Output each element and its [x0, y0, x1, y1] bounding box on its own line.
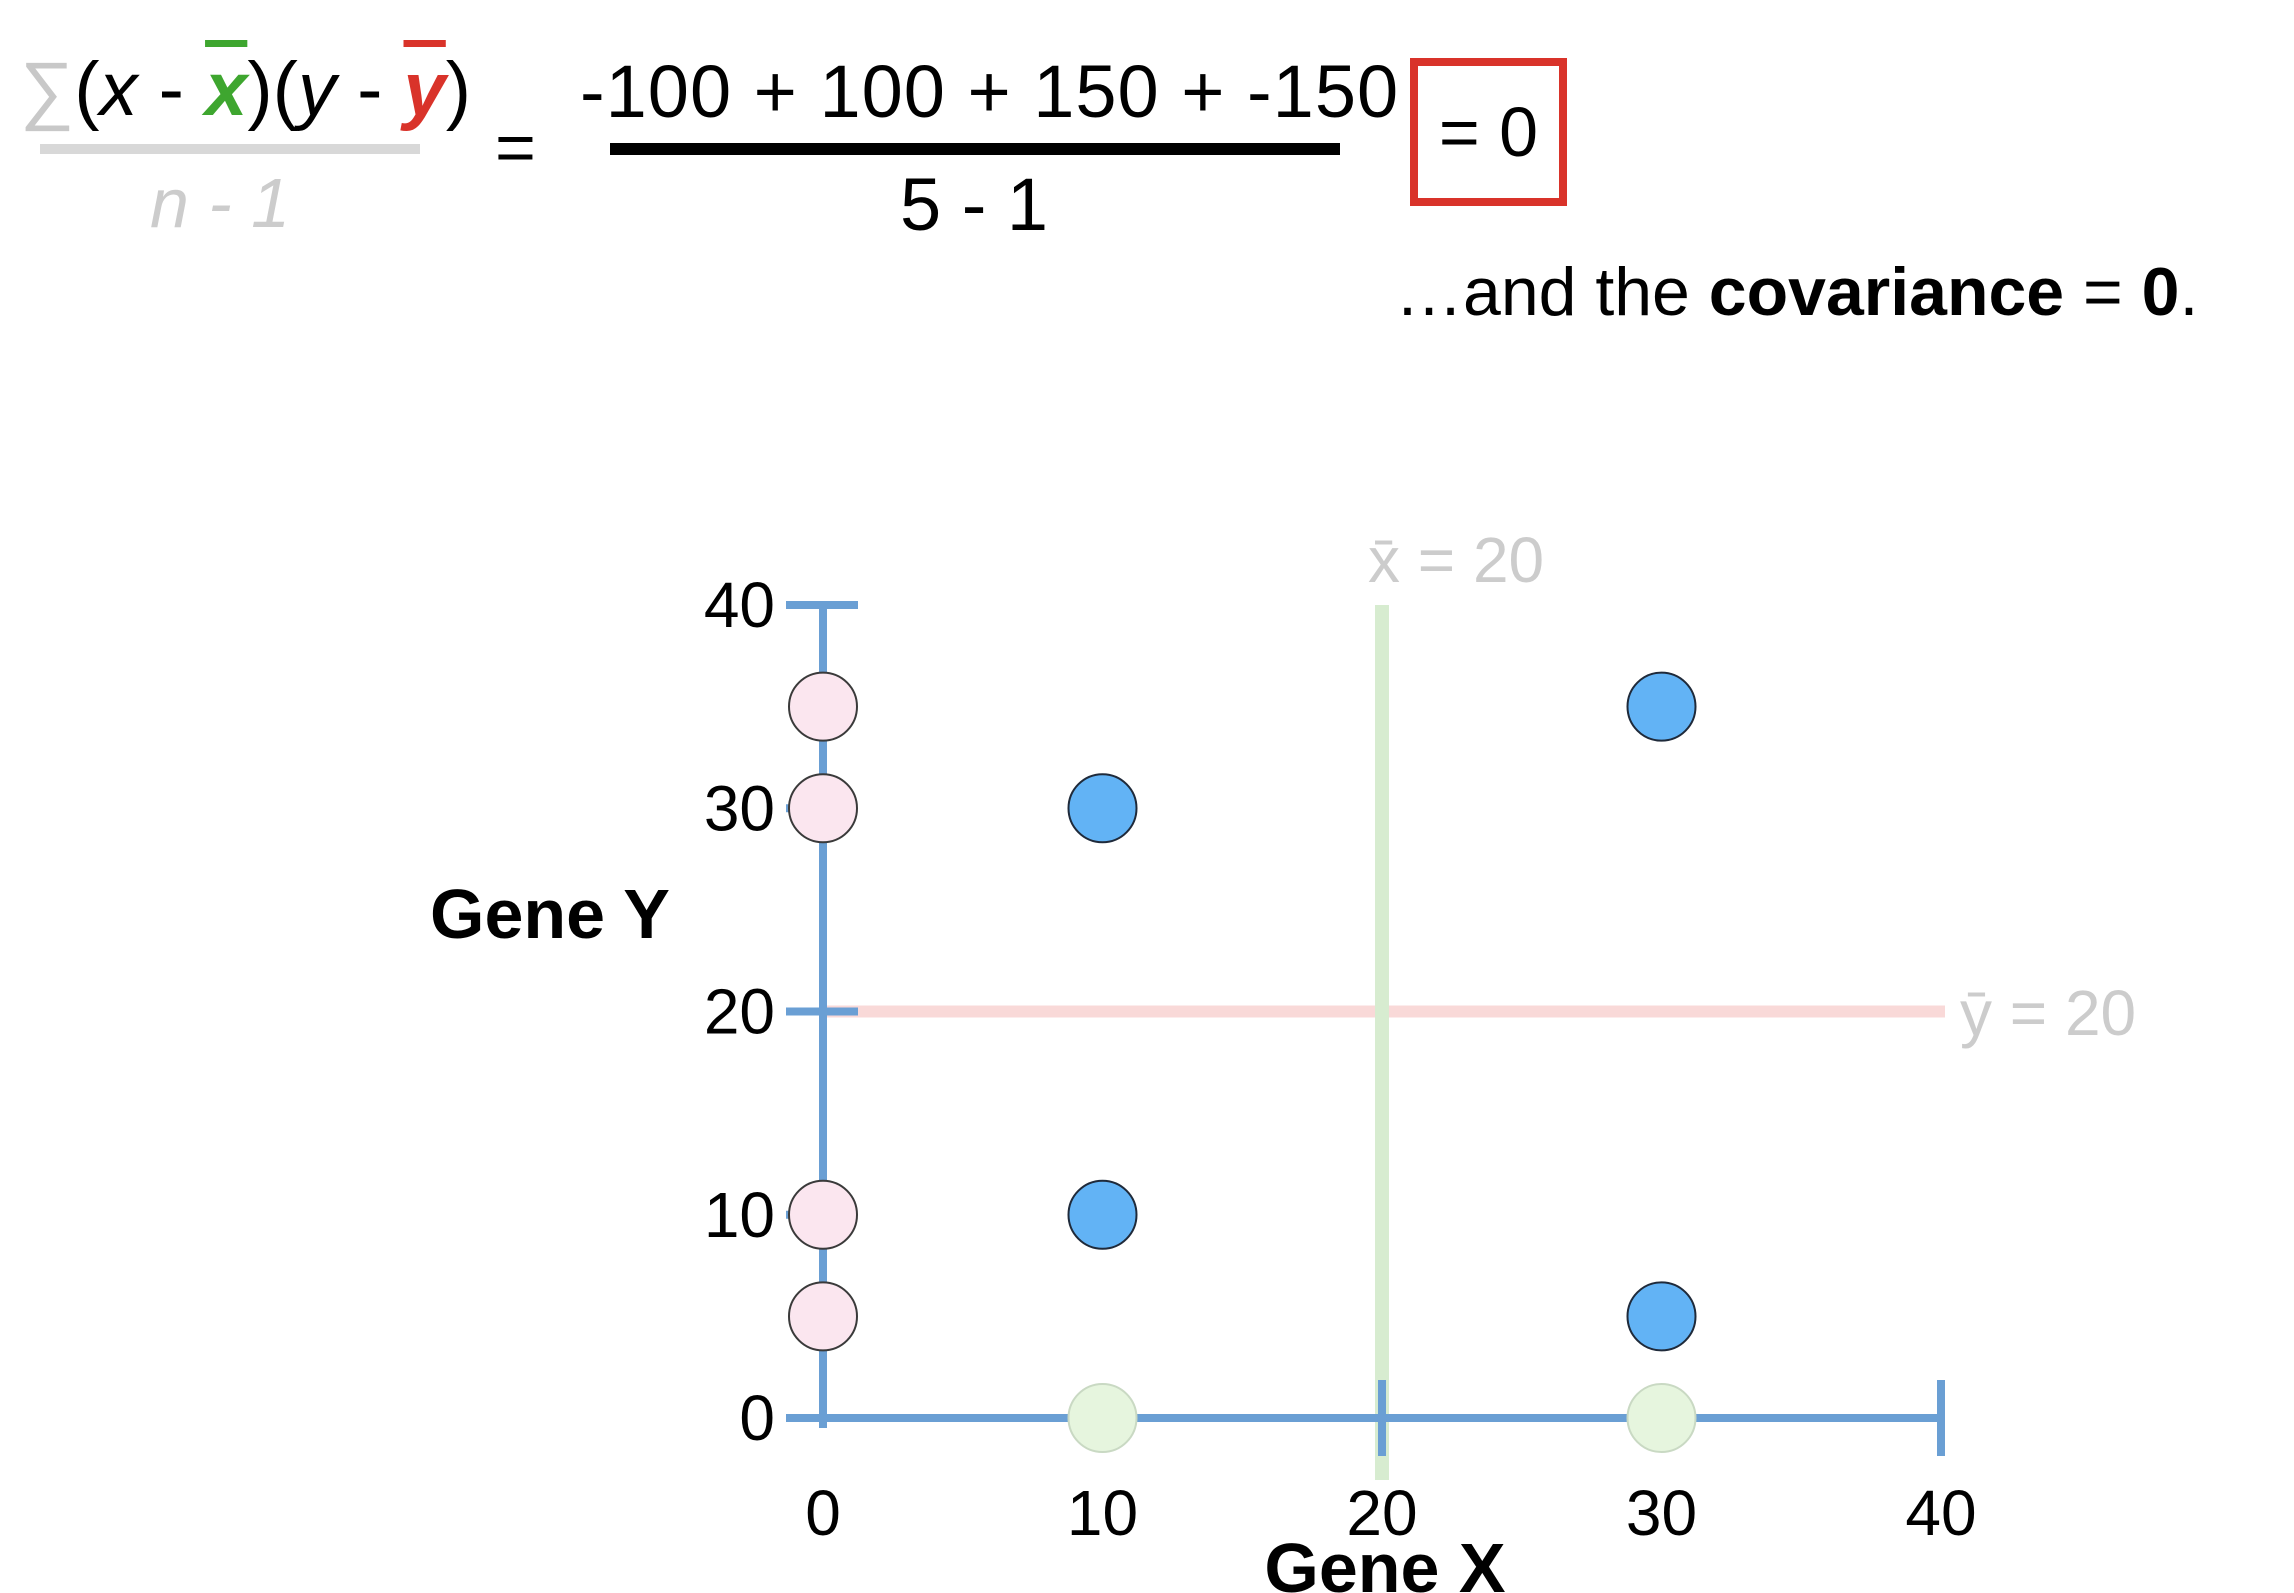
x-tick-label: 10: [1067, 1477, 1138, 1549]
x-tick-label: 30: [1626, 1477, 1697, 1549]
data-point: [1067, 773, 1138, 844]
y-tick-label: 10: [704, 1179, 775, 1251]
formula-x: x: [99, 47, 138, 132]
y-tick-label: 40: [704, 569, 775, 641]
x-projection-point: [1067, 1383, 1138, 1453]
x-axis-title: Gene X: [1264, 1529, 1506, 1593]
calculation-fraction-bar: [610, 143, 1340, 155]
formula-x-bar: x: [205, 47, 248, 132]
x-projection-point: [1626, 1383, 1697, 1453]
y-tick-label: 30: [704, 772, 775, 844]
calculation-denominator: 5 - 1: [900, 163, 1049, 246]
formula-y-bar: y: [403, 47, 446, 132]
y-projection-point: [788, 1281, 858, 1352]
result-highlight-box: = 0: [1410, 58, 1567, 206]
y-projection-point: [788, 773, 858, 844]
covariance-caption: …and the covariance = 0.: [1395, 254, 2199, 330]
x-tick-label: 20: [1346, 1477, 1417, 1549]
covariance-formula-denominator: n - 1: [150, 164, 291, 242]
formula-fraction-bar: [40, 144, 420, 154]
formula-y: y: [297, 47, 336, 132]
y-projection-point: [788, 1179, 858, 1250]
x-tick-label: 40: [1905, 1477, 1976, 1549]
equals-sign: =: [495, 108, 536, 186]
covariance-formula-numerator: ∑(x - x)(y - y): [20, 47, 472, 132]
covariance-value: 0: [2141, 254, 2180, 330]
y-mean-label: ȳ = 20: [1960, 977, 2136, 1049]
data-point: [1067, 1179, 1138, 1250]
y-projection-point: [788, 671, 858, 742]
sum-symbol: ∑: [20, 47, 75, 132]
x-tick-label: 0: [805, 1477, 841, 1549]
data-point: [1626, 671, 1697, 742]
x-mean-label: x̄ = 20: [1368, 524, 1544, 596]
y-axis-title: Gene Y: [430, 875, 670, 953]
y-tick-label: 0: [739, 1382, 775, 1454]
y-tick-label: 20: [704, 976, 775, 1048]
data-point: [1626, 1281, 1697, 1352]
covariance-term: covariance: [1708, 254, 2065, 330]
result-value: = 0: [1438, 93, 1539, 171]
calculation-numerator: -100 + 100 + 150 + -150: [580, 50, 1400, 133]
